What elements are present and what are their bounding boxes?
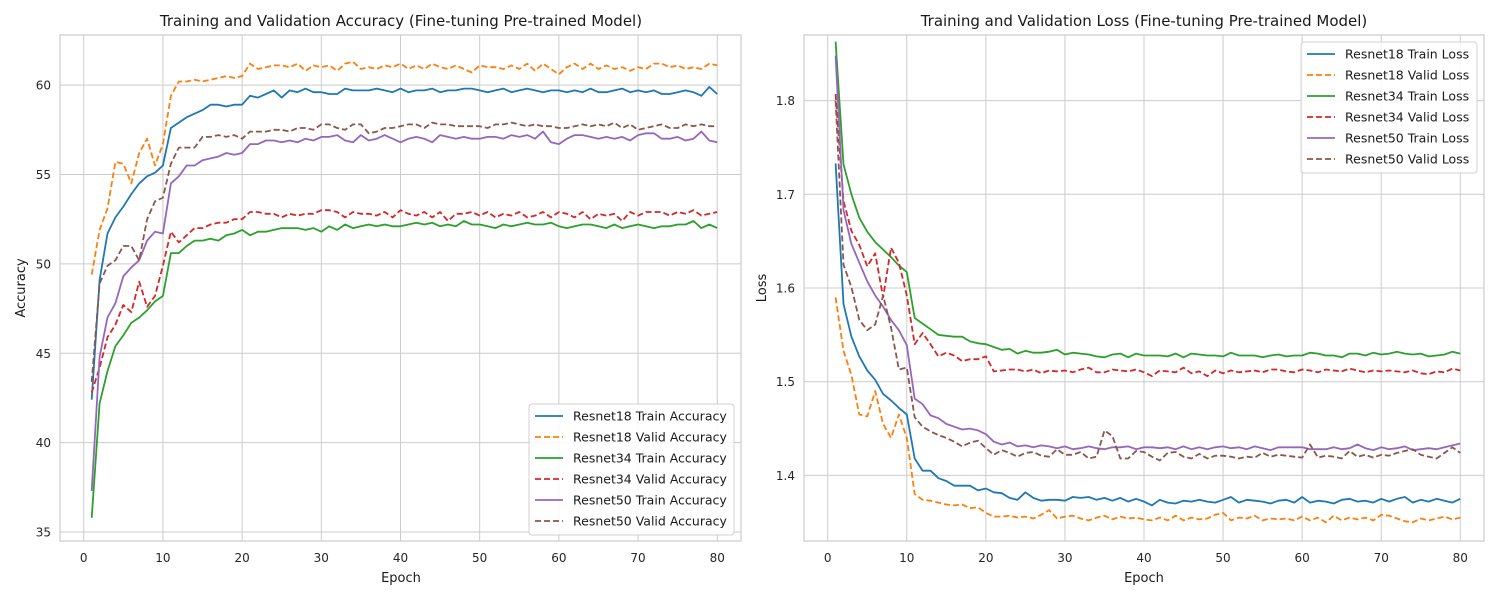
- loss-x-tick-label: 30: [1057, 551, 1072, 565]
- accuracy-series-line-5: [90, 130, 718, 491]
- loss-y-tick-label: 1.4: [776, 469, 795, 483]
- accuracy-y-tick-label: 60: [36, 79, 51, 93]
- accuracy-legend-label: Resnet34 Valid Accuracy: [573, 472, 727, 487]
- loss-legend-box: [1300, 41, 1478, 174]
- loss-legend-label: Resnet18 Train Loss: [1345, 47, 1469, 62]
- accuracy-x-tick-label: 30: [314, 551, 329, 565]
- accuracy-x-tick-label: 10: [155, 551, 170, 565]
- accuracy-y-axis-label: Accuracy: [14, 258, 29, 318]
- loss-x-tick-label: 10: [899, 551, 914, 565]
- loss-x-tick-label: 60: [1294, 551, 1309, 565]
- accuracy-x-tick-label: 40: [393, 551, 408, 565]
- accuracy-legend-box: [528, 403, 735, 536]
- loss-x-tick-label: 0: [824, 551, 832, 565]
- loss-y-axis-label: Loss: [755, 274, 770, 303]
- accuracy-chart-title: Training and Validation Accuracy (Fine-t…: [159, 12, 642, 30]
- accuracy-axes-frame: [59, 34, 742, 542]
- accuracy-x-tick-label: 50: [472, 551, 487, 565]
- loss-chart-title: Training and Validation Loss (Fine-tunin…: [920, 12, 1368, 30]
- loss-y-tick-label: 1.8: [776, 94, 795, 108]
- accuracy-y-tick-label: 45: [36, 347, 51, 361]
- accuracy-y-tick-label: 50: [36, 257, 51, 271]
- loss-y-tick-label: 1.5: [776, 375, 795, 389]
- loss-x-tick-label: 40: [1136, 551, 1151, 565]
- loss-x-tick-label: 80: [1453, 551, 1468, 565]
- accuracy-chart-panel: Training and Validation Accuracy (Fine-t…: [14, 12, 742, 586]
- loss-legend-label: Resnet34 Train Loss: [1345, 89, 1469, 104]
- loss-series-line-3: [834, 41, 1461, 359]
- loss-series-line-1: [834, 163, 1461, 507]
- accuracy-x-tick-label: 70: [630, 551, 645, 565]
- accuracy-x-axis-label: Epoch: [381, 571, 421, 586]
- accuracy-series-line-4: [90, 209, 718, 393]
- accuracy-series-line-1: [90, 86, 718, 400]
- accuracy-y-tick-label: 55: [36, 168, 51, 182]
- accuracy-x-tick-label: 80: [710, 551, 725, 565]
- loss-series-line-4: [834, 93, 1461, 378]
- loss-series-line-2: [834, 297, 1461, 524]
- accuracy-series-line-2: [90, 60, 718, 275]
- accuracy-y-tick-label: 35: [36, 526, 51, 540]
- accuracy-x-tick-label: 20: [234, 551, 249, 565]
- accuracy-x-tick-label: 60: [551, 551, 566, 565]
- loss-legend-label: Resnet50 Valid Loss: [1345, 152, 1469, 167]
- accuracy-y-tick-label: 40: [36, 436, 51, 450]
- loss-legend-label: Resnet34 Valid Loss: [1345, 110, 1469, 125]
- loss-x-tick-label: 20: [978, 551, 993, 565]
- loss-legend: Resnet18 Train Loss Resnet18 Valid Loss Re…: [1300, 41, 1478, 174]
- loss-y-tick-label: 1.7: [776, 188, 795, 202]
- loss-x-axis-label: Epoch: [1124, 571, 1164, 586]
- accuracy-legend-label: Resnet34 Train Accuracy: [573, 451, 727, 466]
- accuracy-x-tick-label: 0: [80, 551, 88, 565]
- accuracy-series-line-3: [90, 220, 718, 518]
- accuracy-legend-label: Resnet18 Train Accuracy: [573, 409, 727, 424]
- accuracy-legend-label: Resnet50 Train Accuracy: [573, 493, 727, 508]
- loss-chart-panel: Training and Validation Loss (Fine-tunin…: [755, 12, 1485, 586]
- loss-series-line-6: [834, 100, 1461, 462]
- accuracy-legend-label: Resnet50 Valid Accuracy: [573, 514, 727, 529]
- loss-x-tick-label: 50: [1215, 551, 1230, 565]
- accuracy-legend-label: Resnet18 Valid Accuracy: [573, 430, 727, 445]
- loss-legend-label: Resnet50 Train Loss: [1345, 131, 1469, 146]
- loss-legend-label: Resnet18 Valid Loss: [1345, 68, 1469, 83]
- loss-series-line-5: [834, 55, 1461, 452]
- loss-x-tick-label: 70: [1374, 551, 1389, 565]
- loss-axes-frame: [803, 34, 1485, 542]
- accuracy-series-line-6: [90, 121, 718, 382]
- loss-y-tick-label: 1.6: [776, 282, 795, 296]
- accuracy-legend: Resnet18 Train Accuracy Resnet18 Valid Ac…: [528, 403, 735, 536]
